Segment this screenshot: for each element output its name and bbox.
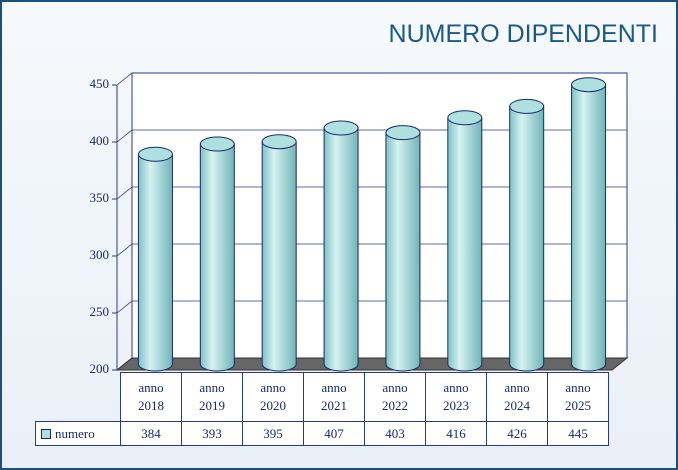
table-value: 403 — [364, 421, 426, 446]
bar-top — [323, 120, 359, 136]
x-tick-label: anno 2023 — [425, 372, 487, 422]
bar-body — [509, 105, 545, 372]
x-tick-label: anno 2019 — [181, 372, 243, 422]
table-value: 393 — [181, 421, 243, 446]
bar-body — [323, 127, 359, 372]
grid-line-side — [116, 243, 133, 257]
bar — [137, 146, 173, 372]
x-tick-label: anno 2024 — [486, 372, 548, 422]
floor — [115, 357, 629, 371]
grid-line-side — [116, 300, 133, 314]
legend: numero — [35, 421, 121, 446]
bar-top — [199, 136, 235, 152]
x-tick-label-text: anno 2018 — [138, 380, 164, 413]
table-value-text: 384 — [141, 425, 161, 441]
table-value: 426 — [486, 421, 548, 446]
y-tick-label: 200 — [90, 361, 110, 376]
grid-line-side — [116, 72, 133, 86]
bar-top — [137, 146, 173, 162]
table-value-text: 445 — [568, 425, 588, 441]
bar-body — [261, 141, 297, 372]
table-value-text: 395 — [263, 425, 283, 441]
bar-top — [385, 125, 421, 141]
x-tick-label-text: anno 2021 — [321, 380, 347, 413]
table-value-text: 403 — [385, 425, 405, 441]
y-tick-label: 350 — [90, 190, 110, 205]
bar — [385, 125, 421, 372]
legend-label: numero — [55, 425, 95, 441]
bar-body — [137, 153, 173, 372]
table-value-text: 416 — [446, 425, 466, 441]
table-value: 395 — [242, 421, 304, 446]
bar-body — [447, 117, 483, 372]
table-value-text: 426 — [507, 425, 527, 441]
bar-top — [261, 134, 297, 150]
grid-line-side — [116, 129, 133, 143]
x-tick-label-text: anno 2025 — [565, 380, 591, 413]
legend-swatch — [41, 428, 51, 439]
grid-line-side — [116, 186, 133, 200]
table-value-text: 393 — [202, 425, 222, 441]
x-tick-label: anno 2021 — [303, 372, 365, 422]
bar — [199, 136, 235, 372]
table-value: 416 — [425, 421, 487, 446]
x-tick-label-text: anno 2023 — [443, 380, 469, 413]
bar — [509, 98, 545, 372]
bar-body — [571, 84, 607, 372]
bar — [571, 77, 607, 372]
bar — [261, 134, 297, 372]
bar — [447, 110, 483, 372]
table-value: 445 — [547, 421, 609, 446]
y-tick-label: 250 — [90, 304, 110, 319]
bar-top — [447, 110, 483, 126]
bar-body — [199, 143, 235, 372]
y-tick-label: 400 — [90, 133, 110, 148]
x-tick-label: anno 2020 — [242, 372, 304, 422]
x-tick-label: anno 2022 — [364, 372, 426, 422]
bar — [323, 120, 359, 372]
table-value: 384 — [120, 421, 182, 446]
x-tick-label-text: anno 2024 — [504, 380, 530, 413]
y-tick-label: 450 — [90, 76, 110, 91]
bar-body — [385, 132, 421, 372]
x-tick-label: anno 2025 — [547, 372, 609, 422]
table-value-text: 407 — [324, 425, 344, 441]
x-tick-label-text: anno 2022 — [382, 380, 408, 413]
chart-title: NUMERO DIPENDENTI — [388, 20, 658, 48]
bar-top — [571, 77, 607, 93]
x-tick-label-text: anno 2020 — [260, 380, 286, 413]
x-tick-label-text: anno 2019 — [199, 380, 225, 413]
table-value: 407 — [303, 421, 365, 446]
x-tick-label: anno 2018 — [120, 372, 182, 422]
y-tick-label: 300 — [90, 247, 110, 262]
bar-top — [509, 98, 545, 114]
